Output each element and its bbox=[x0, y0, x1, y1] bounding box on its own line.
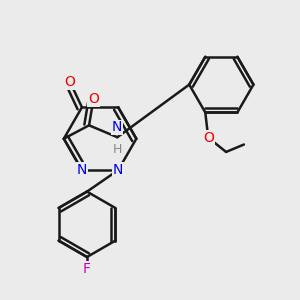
Text: N: N bbox=[113, 163, 123, 177]
Text: O: O bbox=[64, 75, 76, 89]
Text: O: O bbox=[88, 92, 99, 106]
Text: F: F bbox=[83, 262, 91, 276]
Text: N: N bbox=[77, 163, 87, 177]
Text: H: H bbox=[112, 142, 122, 156]
Text: O: O bbox=[203, 131, 214, 145]
Text: N: N bbox=[112, 120, 122, 134]
